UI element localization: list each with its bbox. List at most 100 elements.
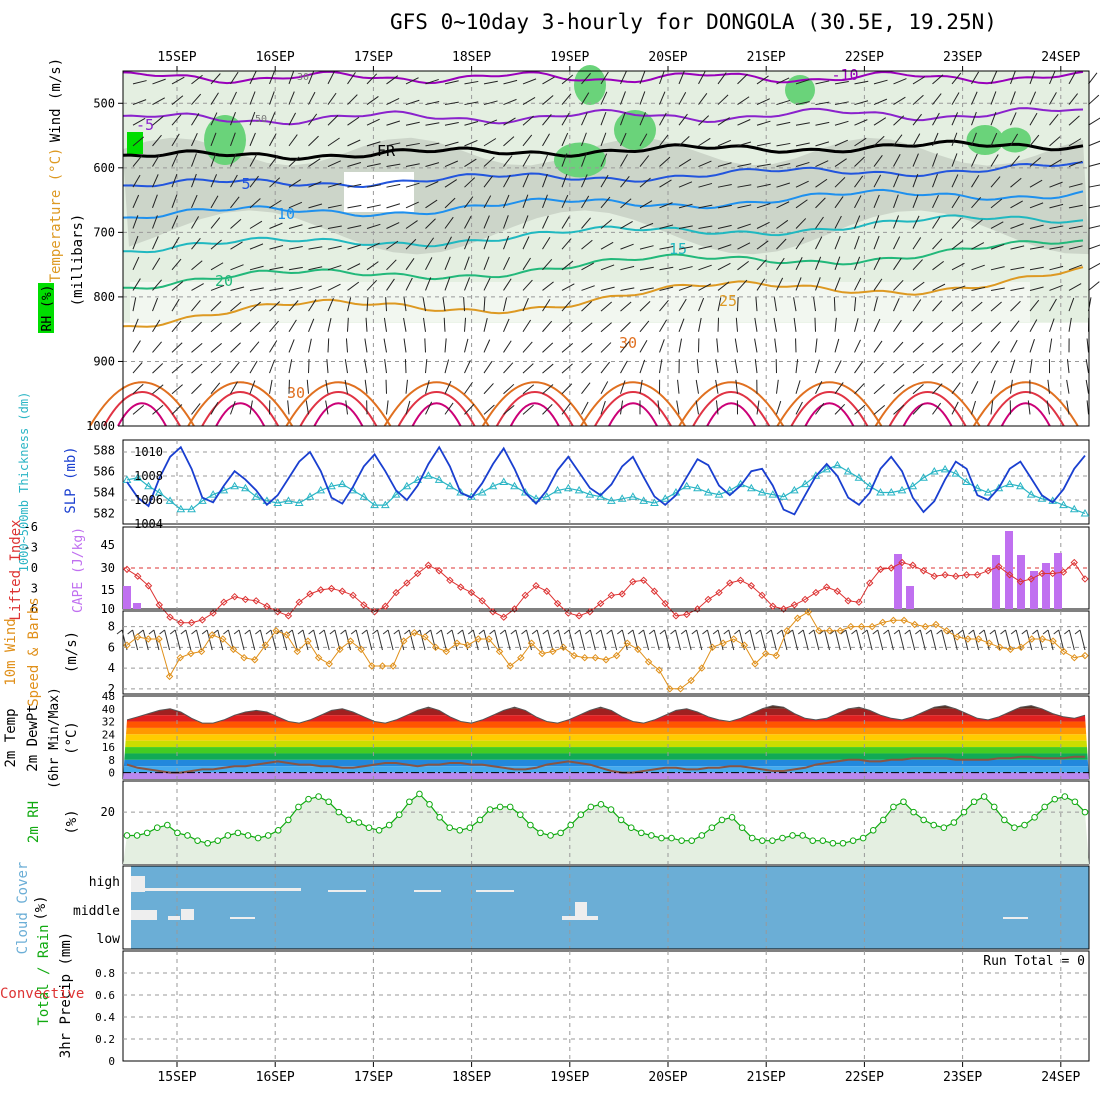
wind-barb bbox=[347, 297, 352, 312]
wind-speed-point bbox=[793, 614, 802, 622]
wind-barb bbox=[347, 183, 362, 188]
rh-point bbox=[587, 803, 595, 811]
surface-wind-barb-flag bbox=[382, 629, 389, 635]
wind-barb bbox=[776, 182, 791, 188]
wind-barb bbox=[1029, 338, 1035, 353]
wind-barb bbox=[464, 101, 479, 106]
ylabel-lifted-index: Lifted Index bbox=[8, 519, 24, 620]
wind-speed-point bbox=[208, 631, 216, 639]
cloud-fill bbox=[575, 902, 587, 920]
wind-barb bbox=[425, 122, 440, 126]
wind-barb bbox=[873, 135, 885, 147]
wind-barb bbox=[971, 132, 977, 147]
wind-barb bbox=[522, 279, 533, 291]
surface-wind-barb-flag bbox=[457, 629, 463, 635]
lifted-index-point bbox=[327, 584, 336, 593]
wind-speed-point bbox=[314, 653, 323, 662]
wind-barb bbox=[834, 317, 837, 332]
wind-barb bbox=[971, 381, 979, 394]
surface-wind-barb bbox=[951, 629, 958, 651]
upper-ytick-label: 800 bbox=[93, 290, 115, 304]
thickness-point bbox=[757, 488, 767, 496]
wind-barb bbox=[1029, 319, 1038, 333]
surface-wind-barb-flag bbox=[499, 629, 506, 635]
wind-barb bbox=[659, 266, 674, 271]
surface-wind-barb bbox=[206, 629, 213, 651]
wind-barb bbox=[737, 242, 751, 250]
surface-wind-barb-flag bbox=[542, 629, 549, 635]
surface-wind-barb bbox=[792, 629, 799, 651]
wind-barb bbox=[776, 400, 782, 415]
surface-wind-barb-flag bbox=[904, 629, 911, 635]
wind-barb bbox=[1088, 184, 1100, 188]
run-total: Run Total = 0 bbox=[983, 954, 1085, 969]
wind-barb bbox=[1010, 155, 1020, 167]
lifted-index-point bbox=[779, 605, 788, 613]
lifted-index-point bbox=[844, 597, 852, 605]
thickness-point bbox=[983, 488, 993, 496]
wind-barb bbox=[834, 80, 849, 85]
lifted-index-point bbox=[693, 605, 702, 613]
wind-speed-point bbox=[804, 608, 812, 616]
lifted-index-point bbox=[510, 605, 519, 613]
rh-point bbox=[164, 821, 171, 829]
wind-barb bbox=[600, 342, 612, 353]
wind-barb bbox=[444, 256, 451, 270]
wind-barb bbox=[366, 297, 369, 312]
wind-speed-point bbox=[698, 664, 706, 672]
surface-wind-barb bbox=[462, 629, 469, 651]
wind-barb bbox=[423, 317, 426, 332]
rh-point bbox=[617, 816, 625, 824]
wind-barb bbox=[542, 237, 551, 250]
surface-wind-barb-flag bbox=[978, 629, 985, 635]
surface-wind-barb bbox=[866, 629, 873, 651]
thickness-point bbox=[337, 479, 347, 488]
wind-speed-point bbox=[495, 647, 504, 656]
wind-barb bbox=[366, 163, 381, 168]
ylabel-slp: SLP (mb) bbox=[63, 446, 79, 513]
wind-speed-point bbox=[644, 658, 653, 666]
wind-barb bbox=[503, 256, 510, 271]
surface-wind-barb-flag bbox=[318, 629, 325, 635]
wind-speed-point bbox=[144, 635, 152, 643]
wind-barb bbox=[386, 400, 389, 415]
wind-barb bbox=[210, 342, 222, 353]
thickness-point bbox=[639, 496, 649, 504]
wind-frame bbox=[122, 610, 1090, 695]
wind-barb bbox=[1086, 338, 1089, 353]
surface-wind-barb bbox=[132, 629, 139, 651]
lifted-index-point bbox=[801, 595, 809, 604]
thickness-point bbox=[929, 467, 939, 475]
wind-barb bbox=[717, 204, 732, 209]
lifted-index-point bbox=[241, 595, 250, 604]
wind-barb bbox=[695, 379, 699, 394]
wind-barb bbox=[132, 174, 141, 188]
wind-barb bbox=[639, 70, 646, 85]
wind-barb bbox=[561, 132, 569, 147]
wind-barb bbox=[932, 300, 943, 312]
wind-barb bbox=[425, 142, 440, 147]
cloud-fill bbox=[414, 890, 441, 892]
thickness-point bbox=[1059, 500, 1068, 509]
wind-barb bbox=[620, 341, 630, 353]
wind-barb bbox=[815, 338, 818, 353]
rh-point bbox=[759, 837, 766, 844]
wind-barb bbox=[464, 177, 476, 188]
wind-barb bbox=[1088, 72, 1098, 85]
cape-bar bbox=[123, 586, 131, 609]
wind-barb bbox=[249, 341, 260, 353]
thickness-point bbox=[359, 492, 369, 500]
wind-barb bbox=[561, 194, 569, 209]
wind-barb bbox=[1010, 70, 1016, 85]
wind-barb bbox=[932, 283, 946, 291]
lifted-index-point bbox=[532, 582, 540, 590]
wind-barb bbox=[561, 153, 568, 167]
wind-barb bbox=[581, 401, 589, 415]
wind-barb bbox=[659, 224, 674, 229]
wind-barb bbox=[1029, 112, 1038, 126]
wind-speed-point bbox=[857, 622, 866, 631]
surface-wind-barb-flag bbox=[489, 629, 495, 635]
wind-barb bbox=[288, 156, 300, 167]
wind-barb bbox=[444, 122, 459, 126]
wind-barb bbox=[152, 279, 163, 291]
